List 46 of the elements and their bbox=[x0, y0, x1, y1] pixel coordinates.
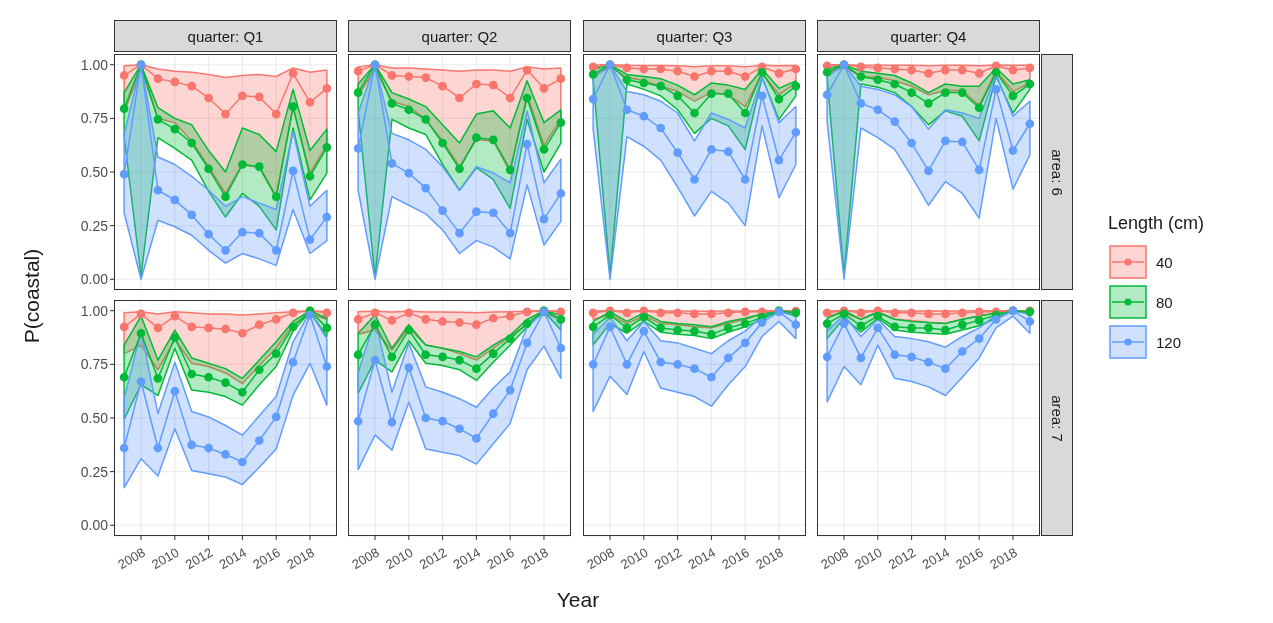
x-tick-label: 2012 bbox=[885, 544, 919, 573]
chart-title: quarter: Q4 bbox=[817, 20, 1040, 52]
y-tick-label: 0.25 bbox=[80, 217, 109, 234]
y-tick-label: 0.50 bbox=[80, 409, 109, 426]
text: area: 7 bbox=[1048, 394, 1066, 442]
x-tick-label: 2014 bbox=[216, 544, 250, 573]
x-tick-label: 2012 bbox=[182, 544, 216, 573]
text: area: 6 bbox=[1048, 148, 1066, 196]
x-tick-label: 2008 bbox=[349, 544, 382, 573]
x-tick-label: 2016 bbox=[953, 544, 986, 573]
x-tick-label: 2016 bbox=[719, 544, 752, 573]
x-tick-label: 2018 bbox=[518, 544, 551, 573]
chart-title: quarter: Q2 bbox=[348, 20, 571, 52]
x-tick-label: 2014 bbox=[919, 544, 953, 573]
x-tick-label: 2014 bbox=[685, 544, 719, 573]
x-axis-title: Year bbox=[555, 588, 601, 612]
y-tick-label: 0.25 bbox=[80, 463, 109, 480]
x-tick-label: 2018 bbox=[987, 544, 1020, 573]
x-tick-label: 2018 bbox=[284, 544, 317, 573]
x-tick-label: 2010 bbox=[851, 544, 885, 573]
chart-title: quarter: Q3 bbox=[583, 20, 806, 52]
x-tick-label: 2010 bbox=[617, 544, 651, 573]
y-tick-label: 0.00 bbox=[80, 271, 109, 288]
legend-label: 80 bbox=[1156, 293, 1173, 311]
x-tick-label: 2012 bbox=[651, 544, 685, 573]
x-tick-label: 2010 bbox=[148, 544, 182, 573]
y-tick-label: 0.00 bbox=[80, 517, 109, 534]
legend-label: 40 bbox=[1156, 253, 1173, 271]
legend-title: Length (cm) bbox=[1108, 213, 1205, 234]
chart-title: quarter: Q1 bbox=[114, 20, 337, 52]
x-tick-label: 2018 bbox=[753, 544, 786, 573]
x-tick-label: 2010 bbox=[382, 544, 416, 573]
legend-label: 120 bbox=[1156, 333, 1182, 351]
x-tick-label: 2014 bbox=[450, 544, 484, 573]
y-tick-label: 0.50 bbox=[80, 163, 109, 180]
x-tick-label: 2016 bbox=[484, 544, 517, 573]
y-axis-title: P(coastal) bbox=[20, 247, 44, 346]
y-tick-label: 0.75 bbox=[80, 356, 109, 373]
x-tick-label: 2008 bbox=[115, 544, 148, 573]
y-tick-label: 1.00 bbox=[80, 56, 109, 73]
y-tick-label: 0.75 bbox=[80, 110, 109, 127]
y-tick-label: 1.00 bbox=[80, 302, 109, 319]
x-tick-label: 2016 bbox=[250, 544, 283, 573]
x-tick-label: 2012 bbox=[416, 544, 450, 573]
x-tick-label: 2008 bbox=[818, 544, 851, 573]
x-tick-label: 2008 bbox=[584, 544, 617, 573]
